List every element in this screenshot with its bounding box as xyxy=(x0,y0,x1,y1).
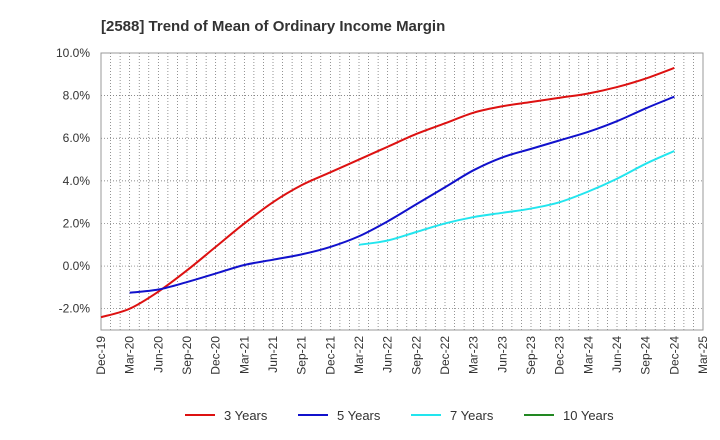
y-tick-label: -2.0% xyxy=(59,302,91,316)
series-line xyxy=(129,95,675,294)
x-tick-label: Mar-20 xyxy=(123,336,137,374)
legend: 3 Years 5 Years 7 Years 10 Years xyxy=(185,408,614,423)
plot-area xyxy=(100,52,704,331)
series-line xyxy=(100,66,675,319)
x-tick-label: Dec-20 xyxy=(209,336,223,375)
y-tick-label: 4.0% xyxy=(63,174,91,188)
y-tick-label: 8.0% xyxy=(63,89,91,103)
x-tick-label: Dec-22 xyxy=(438,336,452,375)
x-axis-ticks: Dec-19 Mar-20 Jun-20 Sep-20 Dec-20 Mar-21 Jun-… xyxy=(94,336,710,375)
x-tick-label: Dec-19 xyxy=(94,336,108,375)
x-tick-label: Sep-21 xyxy=(295,336,309,375)
grid-lines xyxy=(100,52,704,330)
x-tick-label: Sep-22 xyxy=(409,336,423,375)
legend-label: 5 Years xyxy=(337,408,381,423)
y-tick-label: 6.0% xyxy=(63,131,91,145)
x-tick-label: Mar-21 xyxy=(237,336,251,374)
x-tick-label: Jun-20 xyxy=(151,336,165,373)
y-tick-label: 0.0% xyxy=(63,259,91,273)
legend-label: 10 Years xyxy=(563,408,614,423)
legend-label: 7 Years xyxy=(450,408,494,423)
series-line xyxy=(358,150,675,246)
x-tick-label: Mar-22 xyxy=(352,336,366,374)
y-tick-label: 2.0% xyxy=(63,216,91,230)
series-lines xyxy=(100,66,675,319)
x-tick-label: Sep-20 xyxy=(180,336,194,375)
x-tick-label: Jun-24 xyxy=(610,336,624,373)
x-tick-label: Mar-23 xyxy=(467,336,481,374)
y-axis-ticks: -2.0% 0.0% 2.0% 4.0% 6.0% 8.0% 10.0% xyxy=(56,46,90,316)
x-tick-label: Mar-25 xyxy=(696,336,710,374)
x-tick-label: Sep-24 xyxy=(639,336,653,375)
y-tick-label: 10.0% xyxy=(56,46,90,60)
x-tick-label: Dec-23 xyxy=(553,336,567,375)
x-tick-label: Sep-23 xyxy=(524,336,538,375)
x-tick-label: Dec-24 xyxy=(667,336,681,375)
x-tick-label: Dec-21 xyxy=(323,336,337,375)
x-tick-label: Jun-22 xyxy=(381,336,395,373)
chart-title: [2588] Trend of Mean of Ordinary Income … xyxy=(101,18,445,35)
x-tick-label: Jun-23 xyxy=(495,336,509,373)
x-tick-label: Mar-24 xyxy=(581,336,595,374)
x-tick-label: Jun-21 xyxy=(266,336,280,373)
legend-label: 3 Years xyxy=(224,408,268,423)
